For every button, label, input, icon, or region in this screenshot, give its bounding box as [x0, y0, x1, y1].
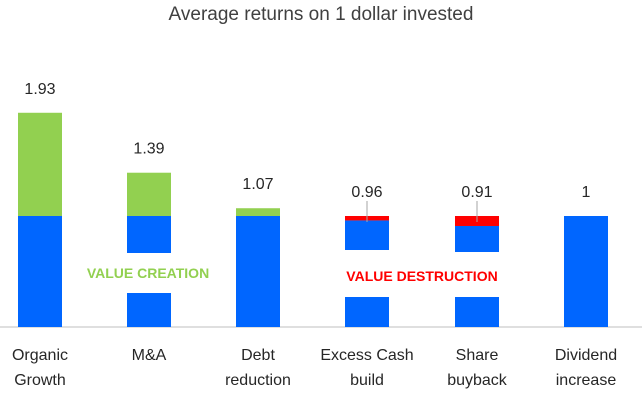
bar-base	[18, 216, 62, 327]
category-labels-group: Organic Growth M&A Debt reduction Excess Cash…	[12, 347, 617, 389]
category-label: Debt	[241, 347, 275, 364]
value-label: 1.07	[242, 176, 273, 193]
chart-title: Average returns on 1 dollar invested	[169, 4, 474, 25]
value-label: 0.91	[461, 184, 492, 201]
bar-base-lower	[455, 297, 499, 327]
bar-base-upper	[455, 225, 499, 252]
bar-base-upper	[127, 216, 171, 253]
category-label: Organic	[12, 347, 68, 364]
category-label: Growth	[14, 372, 66, 389]
category-label: Excess Cash	[320, 347, 413, 364]
value-label: 0.96	[351, 184, 382, 201]
bar-base-lower	[127, 293, 171, 327]
bars-group	[18, 112, 608, 327]
category-label: buyback	[447, 372, 508, 389]
annotation-label: VALUE CREATION	[87, 265, 209, 281]
category-label: Share	[456, 347, 499, 364]
annotation-label: VALUE DESTRUCTION	[346, 268, 497, 284]
bar-base-lower	[345, 297, 389, 327]
value-labels-group: 1.93 1.39 1.07 0.96 0.91 1	[24, 81, 591, 222]
value-label: 1	[582, 184, 591, 201]
value-label: 1.93	[24, 81, 55, 98]
bar-base-upper	[345, 220, 389, 250]
category-label: increase	[556, 372, 617, 389]
value-label: 1.39	[133, 141, 164, 158]
bar-base	[236, 216, 280, 327]
bar-gain	[236, 208, 280, 216]
bar-base	[564, 216, 608, 327]
bar-gain	[18, 112, 62, 216]
bar-gain	[127, 172, 171, 216]
category-label: reduction	[225, 372, 291, 389]
category-label: Dividend	[555, 347, 617, 364]
category-label: M&A	[132, 347, 167, 364]
annotations-group: VALUE CREATION VALUE DESTRUCTION	[87, 265, 498, 284]
category-label: build	[350, 372, 384, 389]
